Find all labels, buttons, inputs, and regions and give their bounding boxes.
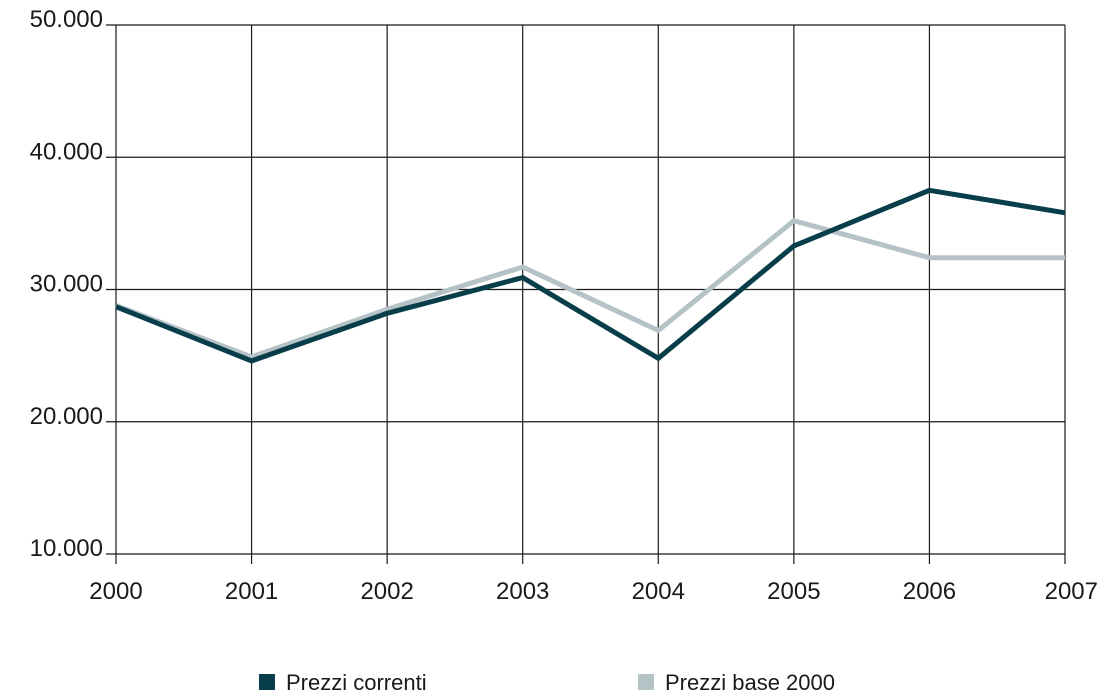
y-axis-tick-labels: 10.000 20.000 30.000 40.000 50.000	[30, 6, 103, 562]
series-line-2	[116, 221, 1065, 357]
y-tick-label: 30.000	[30, 271, 103, 298]
x-tick-label: 2004	[632, 578, 685, 605]
x-tick-label: 2006	[903, 578, 956, 605]
legend: Prezzi correnti Prezzi base 2000	[259, 670, 835, 694]
x-axis-tick-labels: 2000 2001 2002 2003 2004 2005 2006 2007	[89, 578, 1098, 605]
x-tick-label: 2001	[225, 578, 278, 605]
legend-swatch	[259, 674, 275, 690]
series-line-1	[116, 190, 1065, 361]
x-tick-label: 2007	[1045, 578, 1098, 605]
legend-item-1: Prezzi correnti	[259, 670, 427, 694]
series-lines	[116, 190, 1065, 361]
y-tick-label: 10.000	[30, 535, 103, 562]
x-tick-label: 2000	[89, 578, 142, 605]
x-tick-label: 2003	[496, 578, 549, 605]
legend-item-2: Prezzi base 2000	[638, 670, 835, 694]
legend-swatch	[638, 674, 654, 690]
y-tick-label: 20.000	[30, 403, 103, 430]
y-tick-label: 40.000	[30, 138, 103, 165]
x-tick-label: 2005	[767, 578, 820, 605]
x-tick-label: 2002	[360, 578, 413, 605]
y-tick-label: 50.000	[30, 6, 103, 33]
legend-label: Prezzi correnti	[286, 670, 427, 694]
legend-label: Prezzi base 2000	[665, 670, 835, 694]
